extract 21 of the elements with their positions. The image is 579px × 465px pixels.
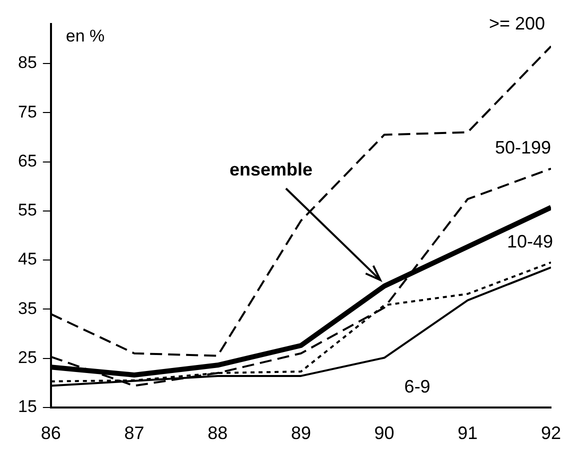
y-tick-label: 55 (18, 200, 37, 220)
series-label: 10-49 (506, 231, 553, 252)
y-tick-label: 45 (18, 250, 37, 269)
y-axis-title: en % (66, 26, 105, 46)
y-tick-label: 25 (18, 348, 37, 367)
x-tick-label: 92 (540, 423, 562, 444)
y-tick-label: 35 (18, 298, 37, 318)
series-label: 50-199 (494, 138, 551, 158)
text: ensemble (229, 159, 312, 180)
x-tick-label: 91 (458, 423, 478, 444)
y-tick-label: 15 (18, 397, 37, 416)
y-tick-label: 85 (18, 53, 37, 72)
y-tick-label: 75 (18, 102, 37, 122)
series-label: 6-9 (404, 376, 430, 397)
y-tick-label: 65 (18, 151, 37, 170)
x-tick-label: 87 (124, 423, 144, 444)
x-tick-label: 90 (374, 423, 394, 444)
series-label: >= 200 (488, 13, 545, 34)
x-tick-label: 86 (40, 423, 61, 444)
x-tick-label: 89 (290, 423, 311, 444)
x-tick-label: 88 (208, 423, 228, 444)
